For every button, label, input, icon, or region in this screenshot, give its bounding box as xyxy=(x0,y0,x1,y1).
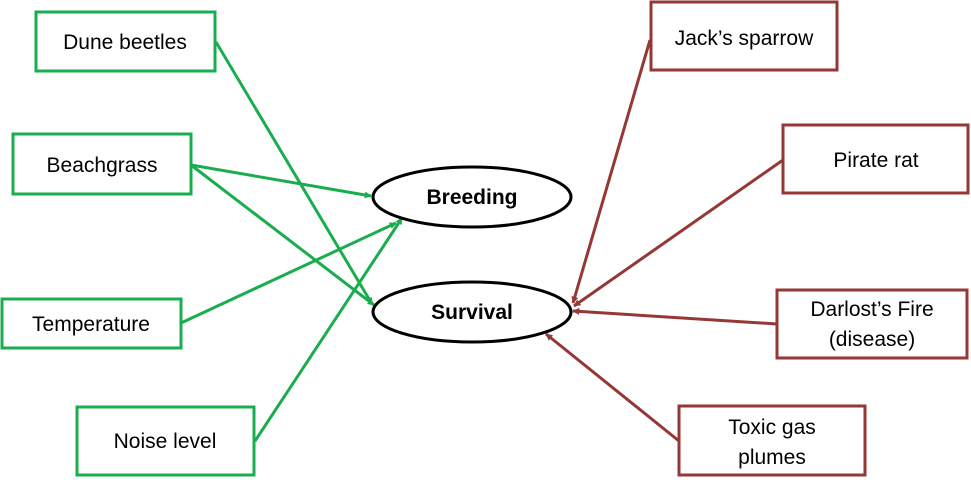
factor-temperature-label: Temperature xyxy=(32,313,150,336)
factor-darlosts-fire-label-line2: (disease) xyxy=(829,328,915,351)
arrow-temperature-to-breeding xyxy=(180,221,397,325)
factor-temperature: Temperature xyxy=(0,297,183,350)
arrow-darlosts-fire-to-survival xyxy=(572,307,778,326)
outcome-survival-label: Survival xyxy=(431,301,513,324)
factor-toxic-gas: Toxic gas plumes xyxy=(677,404,867,477)
factor-noise-level-label: Noise level xyxy=(114,430,217,453)
factor-dune-beetles-label: Dune beetles xyxy=(63,31,187,54)
factor-dune-beetles: Dune beetles xyxy=(34,10,217,73)
factor-pirate-rat: Pirate rat xyxy=(781,123,970,195)
arrow-beachgrass-to-breeding xyxy=(190,163,372,199)
factor-toxic-gas-label-line2: plumes xyxy=(738,446,806,469)
factor-darlosts-fire-label-line1: Darlost’s Fire xyxy=(810,298,933,321)
arrow-dune-beetles-to-survival xyxy=(214,41,374,305)
arrow-jacks-sparrow-to-survival xyxy=(571,39,652,304)
arrow-toxic-gas-to-survival xyxy=(545,332,680,443)
outcome-breeding: Breeding xyxy=(371,165,573,229)
arrow-pirate-rat-to-survival xyxy=(573,158,784,308)
factor-noise-level: Noise level xyxy=(75,405,256,477)
factor-jacks-sparrow-label: Jack’s sparrow xyxy=(675,27,814,50)
factor-darlosts-fire: Darlost’s Fire (disease) xyxy=(775,288,969,360)
arrow-beachgrass-to-survival xyxy=(190,163,375,307)
factor-pirate-rat-label: Pirate rat xyxy=(833,149,918,172)
factor-beachgrass: Beachgrass xyxy=(11,132,193,196)
negative-arrows xyxy=(545,39,784,443)
arrow-noise-level-to-breeding xyxy=(253,217,404,442)
positive-arrows xyxy=(180,41,404,442)
outcome-breeding-label: Breeding xyxy=(426,186,517,209)
factor-toxic-gas-label-line1: Toxic gas xyxy=(728,416,816,439)
outcome-survival: Survival xyxy=(371,280,573,344)
factor-beachgrass-label: Beachgrass xyxy=(47,154,158,177)
factor-jacks-sparrow: Jack’s sparrow xyxy=(649,0,839,72)
